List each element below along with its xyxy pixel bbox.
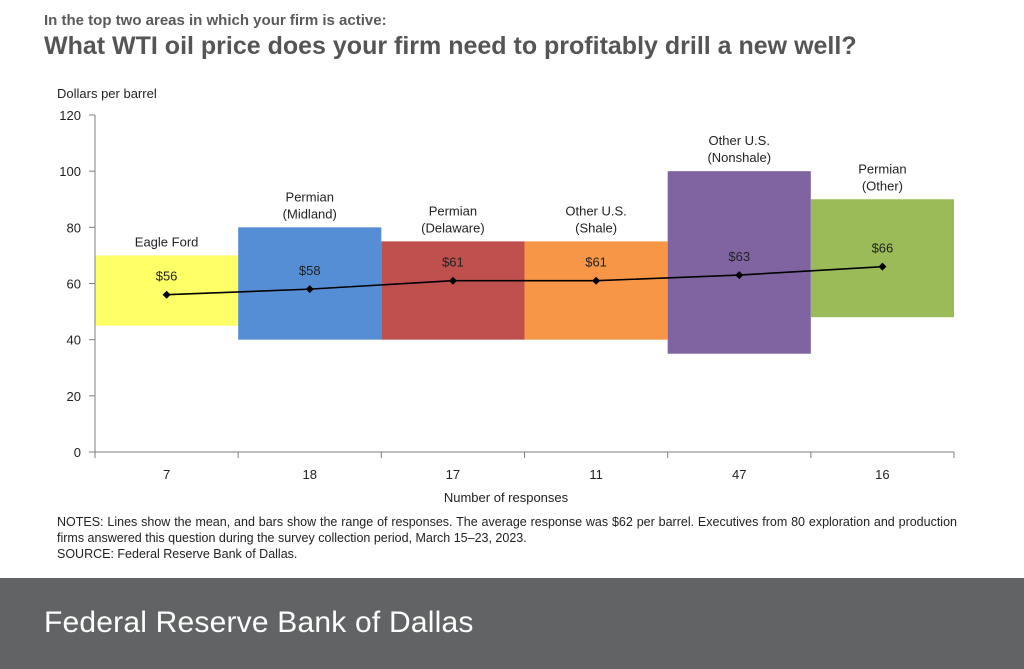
mean-marker — [735, 271, 744, 280]
mean-marker — [878, 262, 887, 271]
y-tick-label: 120 — [59, 108, 81, 123]
mean-marker — [448, 276, 457, 285]
category-label: Eagle Ford — [135, 234, 199, 249]
notes-text: NOTES: Lines show the mean, and bars sho… — [57, 515, 957, 545]
range-bar — [667, 171, 811, 354]
category-label: Other U.S. (Nonshale) — [707, 133, 771, 165]
category-label-line: Permian — [286, 189, 334, 204]
category-label: Permian (Other) — [858, 161, 906, 193]
category-label: Other U.S. (Shale) — [565, 203, 626, 235]
mean-value-label: $66 — [872, 241, 894, 256]
mean-line-group — [162, 262, 887, 299]
range-bar — [524, 241, 668, 340]
x-tick-label: 7 — [163, 467, 170, 482]
y-axis-label: Dollars per barrel — [57, 86, 157, 101]
x-tick-label: 16 — [875, 467, 889, 482]
y-tick-label: 20 — [67, 389, 81, 404]
category-label-line: Other U.S. — [709, 133, 770, 148]
category-label-line: (Other) — [862, 178, 903, 193]
x-tick-label: 11 — [589, 467, 603, 482]
mean-line — [166, 265, 883, 296]
mean-value-label: $61 — [442, 255, 464, 270]
mean-value-label: $63 — [728, 249, 750, 264]
x-tick-label: 18 — [303, 467, 317, 482]
y-tick-label: 40 — [67, 333, 81, 348]
category-label-line: (Midland) — [283, 206, 337, 221]
y-tick-label: 100 — [59, 164, 81, 179]
x-axis-label: Number of responses — [444, 490, 569, 505]
range-bar — [381, 241, 525, 340]
category-label-line: Permian — [429, 203, 477, 218]
category-label: Permian (Midland) — [283, 189, 337, 221]
category-label-line: Other U.S. — [565, 203, 626, 218]
axes-group: 0 20 40 60 80 100 120 7 18 17 11 47 16 — [59, 108, 955, 482]
footer-brand: Federal Reserve Bank of Dallas — [44, 606, 474, 639]
range-bar — [810, 199, 954, 318]
x-tick-label: 47 — [732, 467, 746, 482]
labels-group: $56 Eagle Ford $58 Permian (Midland) $61 Permi… — [135, 133, 907, 284]
y-tick-label: 0 — [74, 445, 81, 460]
category-label-line: (Delaware) — [421, 220, 485, 235]
range-bar — [238, 227, 382, 340]
notes: NOTES: Lines show the mean, and bars sho… — [57, 514, 957, 562]
category-label-line: Eagle Ford — [135, 234, 199, 249]
x-tick-label: 17 — [446, 467, 460, 482]
chart-subtitle: In the top two areas in which your firm … — [44, 12, 387, 29]
chart: Dollars per barrel Number of responses 0… — [57, 86, 955, 505]
category-label-line: (Nonshale) — [707, 150, 771, 165]
mean-marker — [592, 276, 601, 285]
category-label: Permian (Delaware) — [421, 203, 485, 235]
footer-bar: Federal Reserve Bank of Dallas — [0, 578, 1024, 669]
bars-group — [95, 171, 954, 354]
y-tick-label: 60 — [67, 277, 81, 292]
mean-value-label: $61 — [585, 255, 607, 270]
source-text: SOURCE: Federal Reserve Bank of Dallas. — [57, 547, 298, 561]
mean-marker — [305, 285, 314, 294]
mean-value-label: $56 — [156, 269, 178, 284]
y-tick-label: 80 — [67, 220, 81, 235]
mean-value-label: $58 — [299, 263, 321, 278]
category-label-line: (Shale) — [575, 220, 617, 235]
category-label-line: Permian — [858, 161, 906, 176]
chart-title: What WTI oil price does your firm need t… — [44, 32, 857, 60]
range-bar — [95, 255, 239, 326]
mean-marker — [162, 290, 171, 299]
